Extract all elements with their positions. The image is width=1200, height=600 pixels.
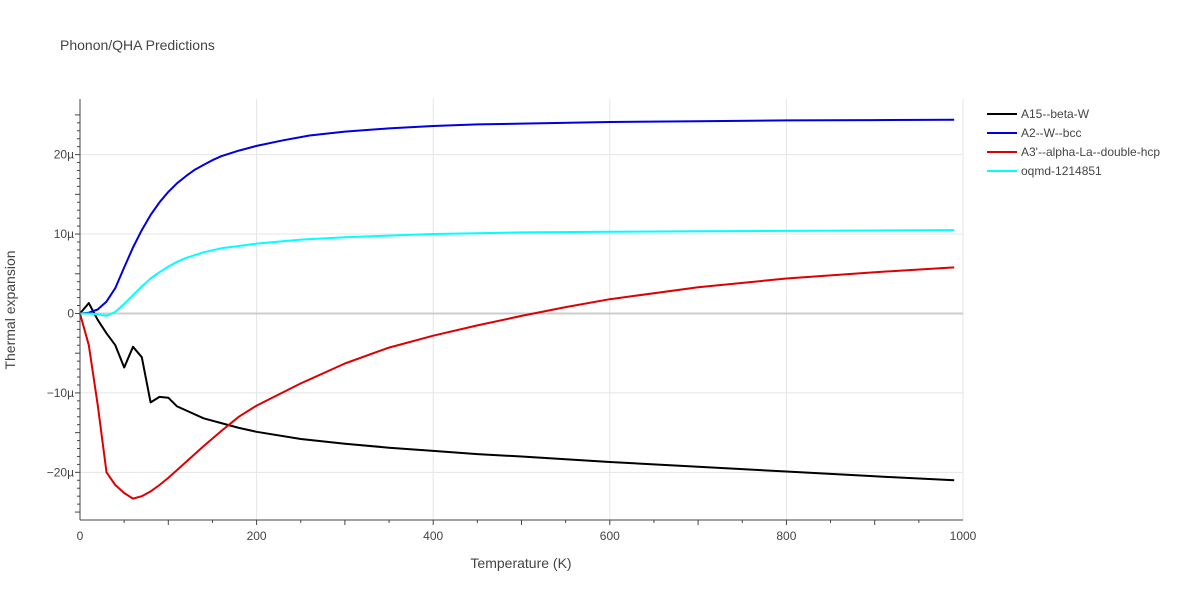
x-tick-label: 0 <box>77 529 84 543</box>
x-tick-label: 200 <box>247 529 267 543</box>
plot-area <box>79 118 955 500</box>
y-tick-label: 10µ <box>54 227 74 241</box>
axes: 0 200 400 600 800 1000 −20µ −10µ 0 10µ 20µ <box>47 99 977 543</box>
legend-label: A15--beta-W <box>1021 107 1090 121</box>
series-line-2 <box>79 266 955 500</box>
x-tick-label: 1000 <box>950 529 977 543</box>
legend-item-2[interactable]: A3'--alpha-La--double-hcp <box>987 145 1160 159</box>
series-line-0 <box>79 302 955 482</box>
x-tick-label: 400 <box>423 529 443 543</box>
legend-label: A3'--alpha-La--double-hcp <box>1021 145 1160 159</box>
y-tick-label: −20µ <box>47 465 74 479</box>
y-tick-label: −10µ <box>47 386 74 400</box>
legend-item-3[interactable]: oqmd-1214851 <box>987 164 1102 178</box>
y-axis-label: Thermal expansion <box>2 250 18 369</box>
y-tick-label: 20µ <box>54 148 74 162</box>
legend-label: A2--W--bcc <box>1021 126 1081 140</box>
legend-label: oqmd-1214851 <box>1021 164 1102 178</box>
legend[interactable]: A15--beta-W A2--W--bcc A3'--alpha-La--doub… <box>987 107 1160 178</box>
grid-lines <box>80 99 964 520</box>
y-tick-label: 0 <box>67 306 74 320</box>
legend-item-1[interactable]: A2--W--bcc <box>987 126 1081 140</box>
x-tick-label: 600 <box>600 529 620 543</box>
x-tick-label: 800 <box>776 529 796 543</box>
legend-item-0[interactable]: A15--beta-W <box>987 107 1090 121</box>
x-axis-label: Temperature (K) <box>470 555 571 571</box>
chart-title: Phonon/QHA Predictions <box>60 37 215 53</box>
series-line-3 <box>80 229 955 317</box>
series-line-1 <box>79 118 955 315</box>
